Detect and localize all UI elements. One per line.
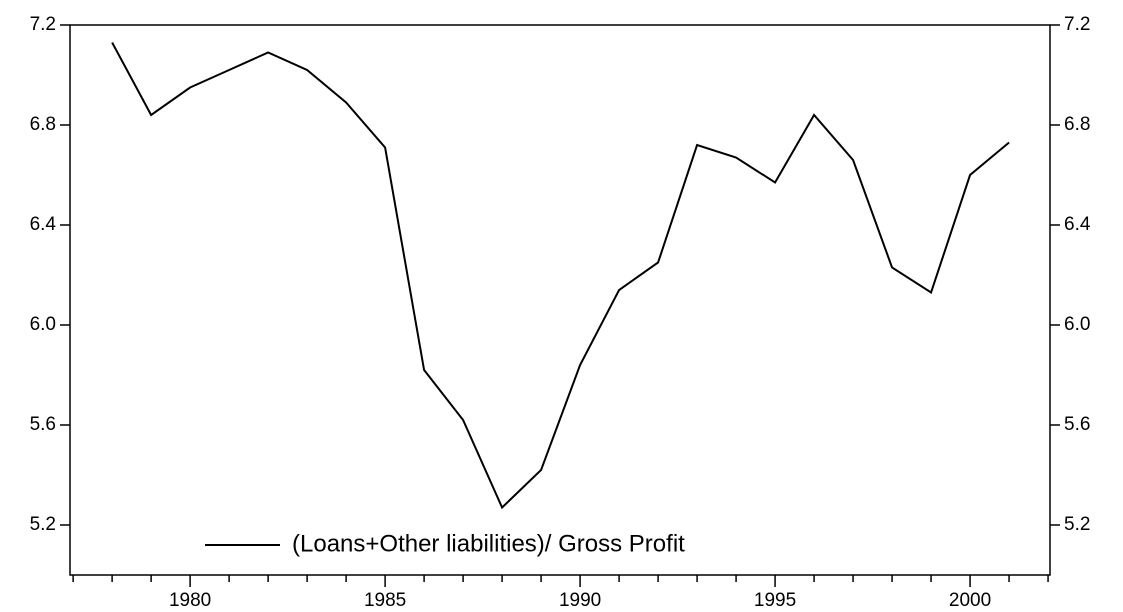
- x-tick-label: 1985: [364, 590, 406, 611]
- y-tick-label-right: 5.2: [1064, 514, 1090, 535]
- data-line: [111, 42, 1010, 510]
- x-tick-label: 2000: [949, 590, 991, 611]
- y-tick-label-right: 7.2: [1064, 14, 1090, 35]
- y-tick-label: 6.4: [30, 214, 57, 235]
- y-tick-label: 7.2: [30, 14, 56, 35]
- y-tick-label-right: 6.0: [1064, 314, 1090, 335]
- legend-label: (Loans+Other liabilities)/ Gross Profit: [292, 530, 685, 557]
- y-tick-label: 5.2: [30, 514, 56, 535]
- y-tick-label: 6.8: [30, 114, 56, 135]
- plot-frame: [69, 24, 1051, 576]
- x-tick-label: 1990: [559, 590, 601, 611]
- x-tick-label: 1995: [754, 590, 796, 611]
- y-tick-label-right: 6.8: [1064, 114, 1090, 135]
- x-tick-label: 1980: [169, 590, 211, 611]
- y-tick-label: 6.0: [30, 314, 56, 335]
- y-tick-label-right: 6.4: [1064, 214, 1091, 235]
- y-tick-label: 5.6: [30, 414, 56, 435]
- y-tick-label-right: 5.6: [1064, 414, 1090, 435]
